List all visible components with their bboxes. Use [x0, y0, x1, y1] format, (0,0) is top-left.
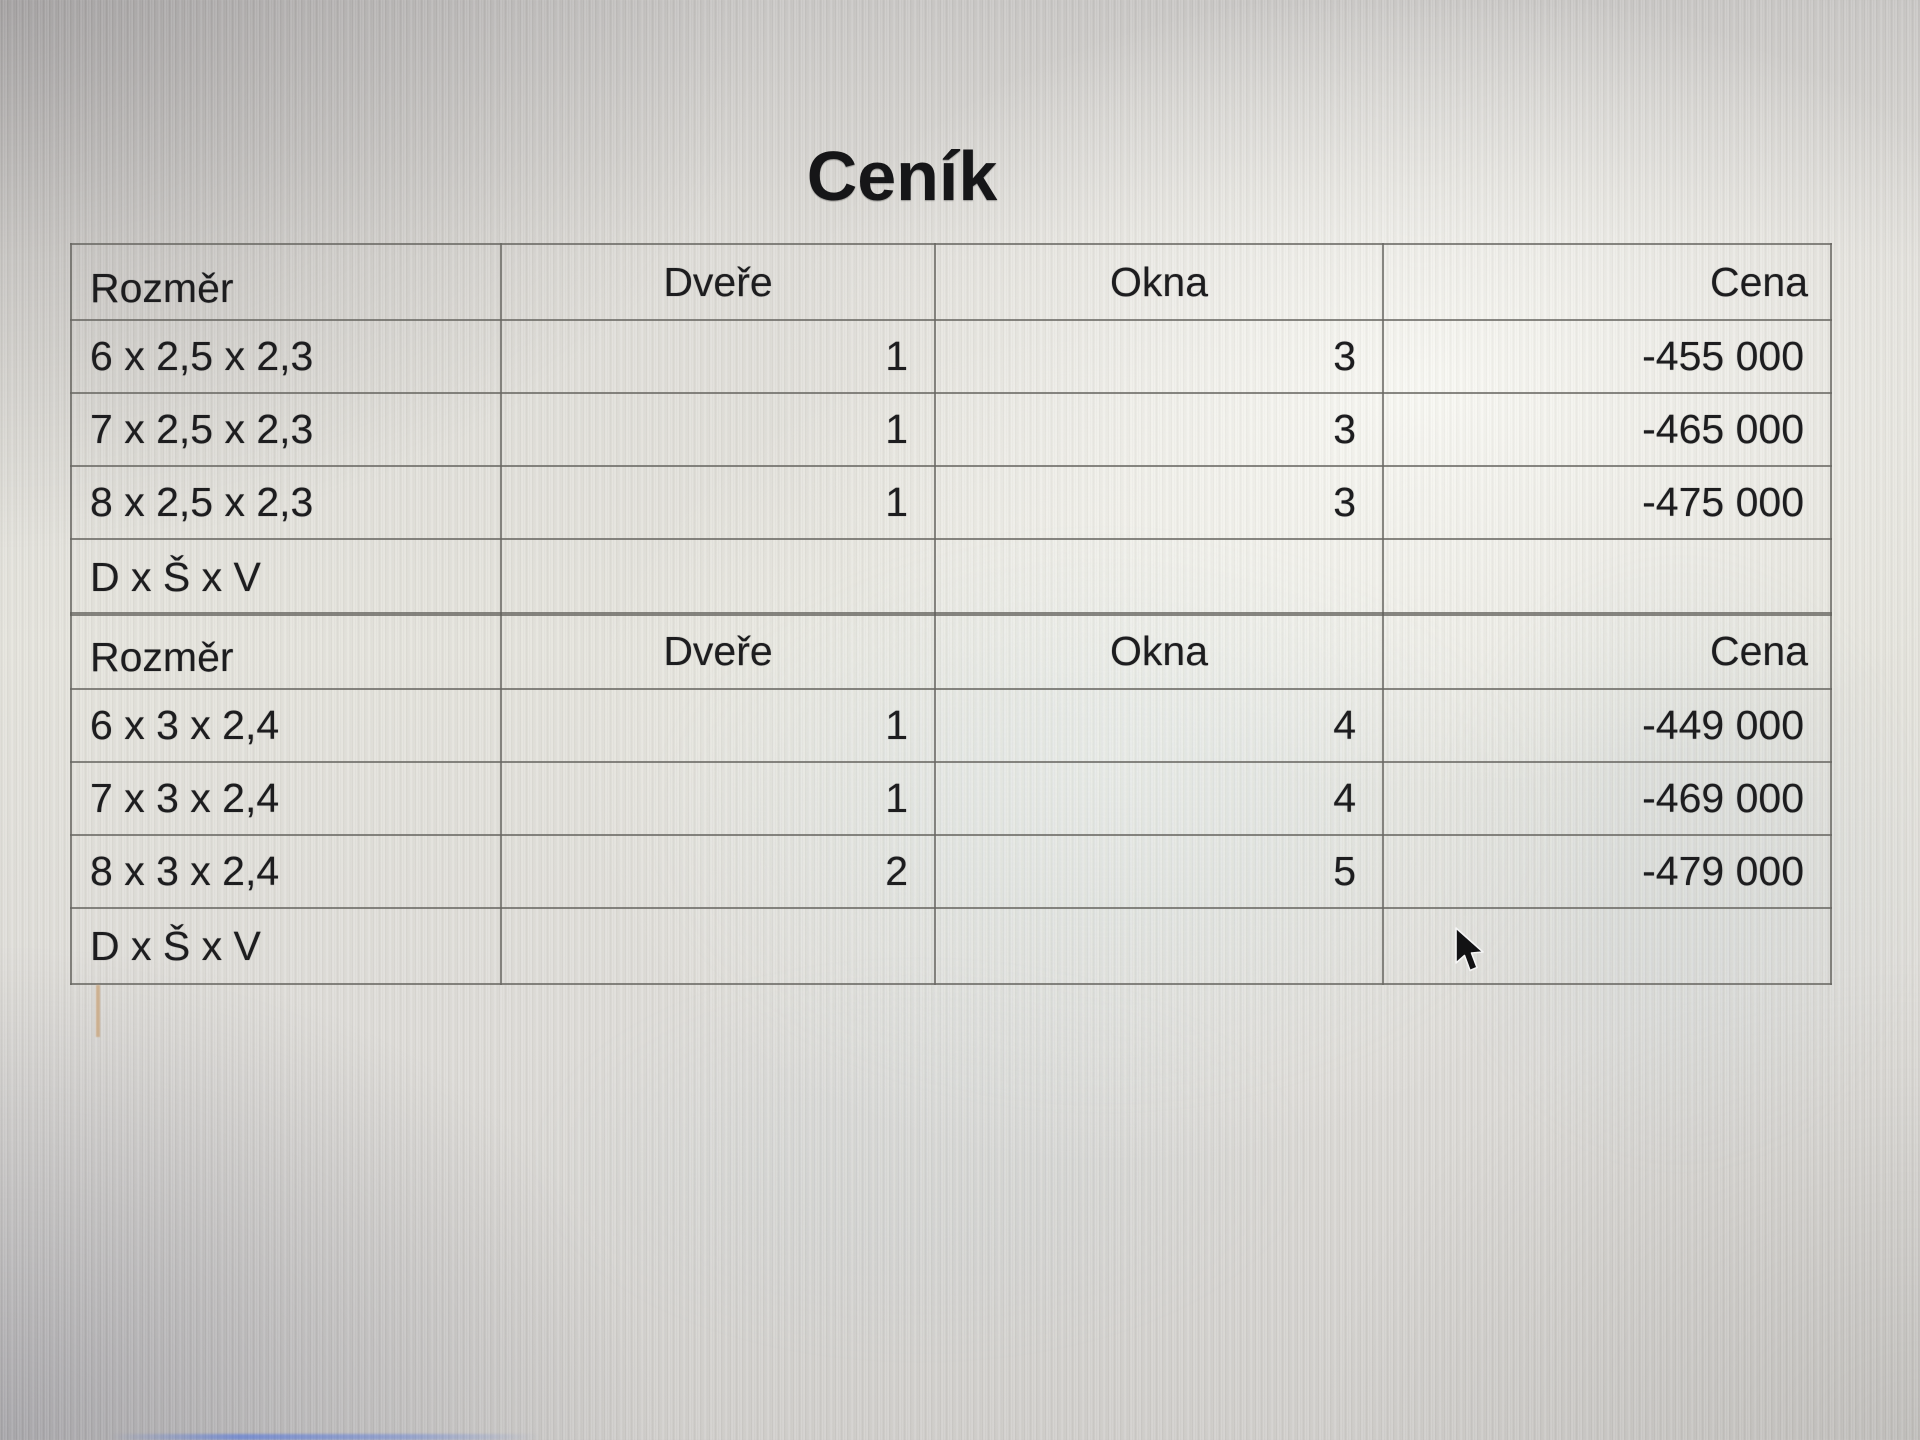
table-row: 7 x 2,5 x 2,3 1 3 -465 000 [70, 392, 1832, 467]
cell-okna[interactable] [934, 907, 1384, 985]
cell-cena[interactable]: -465 000 [1382, 392, 1832, 467]
table-header-row: Rozměr Dveře Okna Cena [70, 612, 1832, 690]
table-row: 6 x 3 x 2,4 1 4 -449 000 [70, 688, 1832, 763]
page-title[interactable]: Ceník [806, 137, 998, 215]
cell-okna[interactable]: 3 [934, 465, 1384, 540]
cell-cena[interactable]: -469 000 [1382, 761, 1832, 836]
cell-cena[interactable]: -475 000 [1382, 465, 1832, 540]
cell-rozmer[interactable]: 7 x 3 x 2,4 [70, 761, 502, 836]
table-row: 7 x 3 x 2,4 1 4 -469 000 [70, 761, 1832, 836]
cell-okna[interactable]: 3 [934, 319, 1384, 394]
table-row: 6 x 2,5 x 2,3 1 3 -455 000 [70, 319, 1832, 394]
cell-okna[interactable] [934, 538, 1384, 616]
cell-okna[interactable]: 5 [934, 834, 1384, 909]
cell-dvere[interactable]: 2 [500, 834, 936, 909]
cell-dvere[interactable]: 1 [500, 465, 936, 540]
table-row-legend: D x Š x V [70, 538, 1832, 616]
cell-cena[interactable]: -479 000 [1382, 834, 1832, 909]
cell-rozmer[interactable]: 7 x 2,5 x 2,3 [70, 392, 502, 467]
cell-rozmer[interactable]: D x Š x V [70, 538, 502, 616]
mouse-cursor-arrow-icon [1455, 927, 1484, 972]
cell-rozmer[interactable]: 8 x 3 x 2,4 [70, 834, 502, 909]
screen-smudge-artifact [96, 985, 100, 1037]
cell-cena[interactable]: -455 000 [1382, 319, 1832, 394]
table-row: 8 x 2,5 x 2,3 1 3 -475 000 [70, 465, 1832, 540]
cell-rozmer[interactable]: D x Š x V [70, 907, 502, 985]
price-table-top: Rozměr Dveře Okna Cena 6 x 2,5 x 2,3 1 3… [70, 243, 1832, 616]
cell-rozmer[interactable]: 8 x 2,5 x 2,3 [70, 465, 502, 540]
cell-dvere[interactable] [500, 907, 936, 985]
cell-cena[interactable] [1382, 538, 1832, 616]
column-header-rozmer[interactable]: Rozměr [70, 243, 502, 321]
table-row-legend: D x Š x V [70, 907, 1832, 985]
table-header-row: Rozměr Dveře Okna Cena [70, 243, 1832, 321]
cell-okna[interactable]: 4 [934, 761, 1384, 836]
cell-okna[interactable]: 3 [934, 392, 1384, 467]
column-header-okna[interactable]: Okna [934, 612, 1384, 690]
screen-edge-glow [110, 1434, 540, 1440]
column-header-dvere[interactable]: Dveře [500, 612, 936, 690]
column-header-okna[interactable]: Okna [934, 243, 1384, 321]
cell-dvere[interactable]: 1 [500, 392, 936, 467]
column-header-cena[interactable]: Cena [1382, 243, 1832, 321]
cell-dvere[interactable]: 1 [500, 761, 936, 836]
column-header-dvere[interactable]: Dveře [500, 243, 936, 321]
cell-dvere[interactable]: 1 [500, 688, 936, 763]
table-row: 8 x 3 x 2,4 2 5 -479 000 [70, 834, 1832, 909]
cell-cena[interactable] [1382, 907, 1832, 985]
price-table-bottom: Rozměr Dveře Okna Cena 6 x 3 x 2,4 1 4 -… [70, 612, 1832, 985]
column-header-cena[interactable]: Cena [1382, 612, 1832, 690]
cell-rozmer[interactable]: 6 x 3 x 2,4 [70, 688, 502, 763]
cell-dvere[interactable] [500, 538, 936, 616]
cell-cena[interactable]: -449 000 [1382, 688, 1832, 763]
column-header-rozmer[interactable]: Rozměr [70, 612, 502, 690]
cell-rozmer[interactable]: 6 x 2,5 x 2,3 [70, 319, 502, 394]
cell-okna[interactable]: 4 [934, 688, 1384, 763]
cell-dvere[interactable]: 1 [500, 319, 936, 394]
screen-moire-patch [520, 950, 1320, 1370]
